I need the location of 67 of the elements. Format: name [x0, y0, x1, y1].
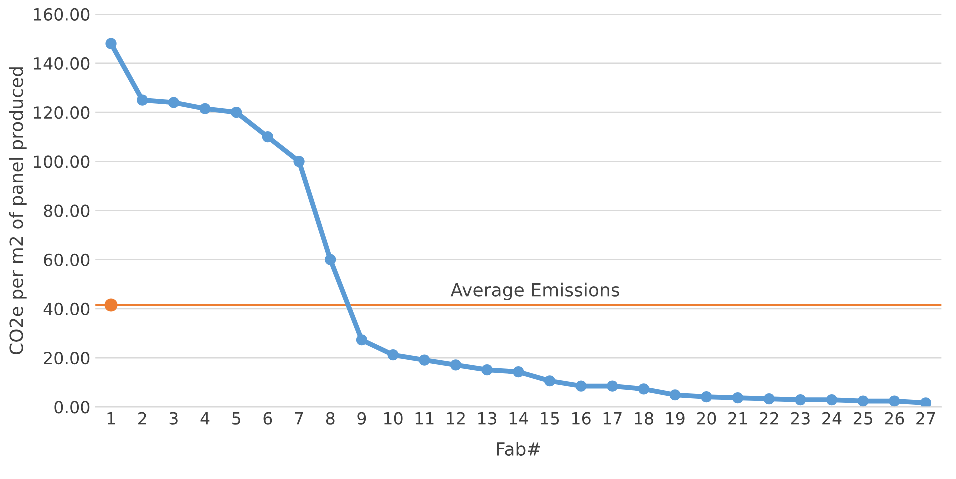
point [513, 366, 524, 378]
x-tick-label: 24 [822, 412, 842, 425]
point [388, 350, 399, 361]
point [168, 97, 180, 108]
point [294, 156, 305, 168]
point [576, 380, 587, 392]
x-tick-label: 9 [358, 412, 366, 425]
x-tick-label: 22 [760, 412, 778, 425]
x-tick-label: 3 [170, 412, 178, 425]
x-tick-label: 19 [666, 412, 685, 425]
point [450, 360, 462, 371]
x-tick-label: 21 [728, 412, 748, 425]
x-tick-label: 8 [326, 412, 335, 425]
point [104, 298, 118, 312]
y-tick-label: 20.00 [44, 352, 90, 365]
point [638, 384, 650, 395]
y-tick-label: 120.00 [34, 106, 90, 120]
x-axis-title: Fab# [497, 442, 540, 456]
x-tick-label: 15 [541, 412, 560, 425]
x-tick-label: 2 [138, 412, 146, 425]
point [764, 393, 775, 405]
point [826, 394, 838, 406]
x-tick-label: 17 [604, 412, 622, 425]
point [419, 354, 430, 366]
point [607, 380, 618, 392]
y-tick-label: 100.00 [34, 156, 90, 168]
x-tick-label: 6 [264, 412, 272, 425]
x-tick-label: 1 [108, 412, 116, 425]
point [670, 390, 681, 401]
y-tick-label: 80.00 [44, 204, 90, 218]
x-tick-label: 11 [416, 412, 434, 425]
y-tick-label: 40.00 [44, 302, 90, 316]
x-tick-label: 7 [295, 412, 304, 425]
y-tick-label: 0.00 [54, 401, 90, 414]
point [356, 334, 368, 346]
x-tick-label: 25 [854, 412, 872, 425]
point [920, 398, 932, 408]
x-tick-label: 13 [478, 412, 497, 425]
x-tick-label: 10 [384, 412, 403, 425]
point [137, 94, 148, 106]
point [200, 103, 211, 114]
x-tick-label: 5 [232, 412, 240, 425]
x-tick-label: 16 [572, 412, 591, 425]
y-axis-title: CO2e per m2 of panel produced [9, 68, 27, 355]
x-tick-label: 23 [791, 412, 810, 425]
x-tick-label: 18 [635, 412, 654, 425]
point [262, 132, 274, 143]
point [231, 107, 242, 118]
point [701, 392, 712, 403]
point [325, 254, 336, 266]
x-tick-label: 20 [697, 412, 716, 425]
point [858, 396, 869, 407]
point [482, 364, 493, 376]
point [795, 394, 806, 406]
x-tick-label: 12 [447, 412, 465, 425]
point [106, 38, 117, 50]
x-tick-label: 14 [510, 412, 528, 425]
point [889, 396, 900, 407]
y-tick-label: 140.00 [34, 57, 90, 70]
x-tick-label: 27 [916, 412, 936, 425]
y-tick-label: 60.00 [44, 254, 90, 266]
point [732, 392, 744, 404]
x-tick-label: 26 [885, 412, 904, 425]
ref-line-label: Average Emissions [450, 282, 620, 300]
x-tick-label: 4 [200, 412, 210, 425]
y-tick-label: 160.00 [34, 8, 90, 21]
point [544, 376, 556, 387]
